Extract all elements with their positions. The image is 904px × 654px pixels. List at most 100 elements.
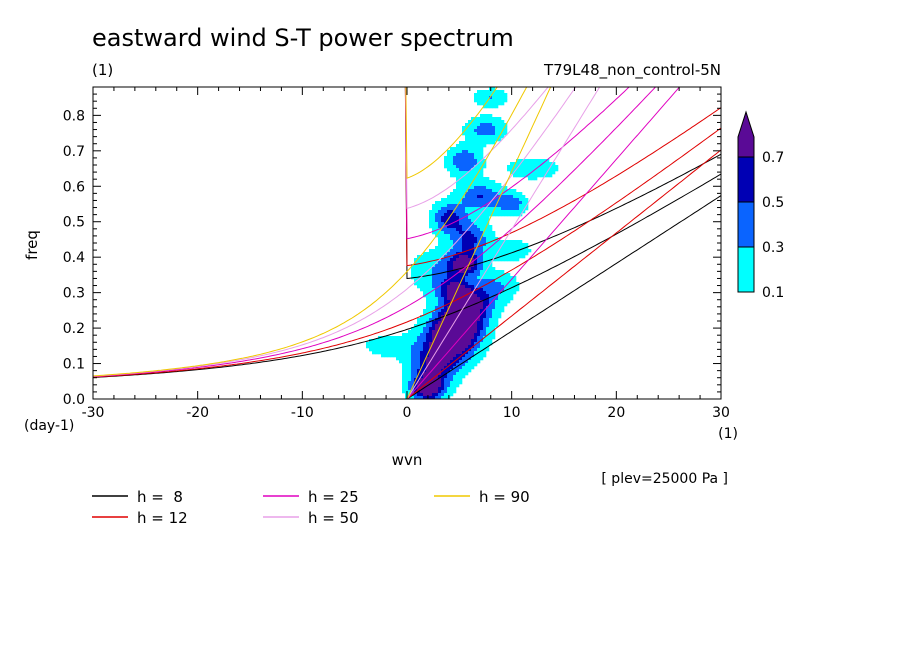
heat-cell [462,321,466,325]
heat-cell [468,177,472,181]
heat-cell [486,135,490,139]
heat-cell [441,237,445,241]
heat-cell [510,246,514,250]
heat-cell [510,243,514,247]
heat-cell [480,318,484,322]
heat-cell [456,198,460,202]
heat-cell [480,216,484,220]
heat-cell [486,123,490,127]
heat-cell [501,195,505,199]
heat-cell [480,90,484,94]
heat-cell [447,246,451,250]
heat-cell [426,276,430,280]
heat-cell [492,324,496,328]
heat-cell [483,261,487,265]
heat-cell [426,255,430,259]
heat-cell [429,339,433,343]
heat-cell [468,354,472,358]
heat-cell [453,363,457,367]
heat-cell [519,195,523,199]
heat-cell [450,357,454,361]
heat-cell [402,375,406,379]
heat-cell [447,285,451,289]
heat-cell [444,237,448,241]
heat-cell [462,150,466,154]
heat-cell [456,231,460,235]
heat-cell [471,168,475,172]
heat-cell [426,393,430,397]
heat-cell [483,210,487,214]
heat-cell [456,213,460,217]
heat-cell [486,339,490,343]
heat-cell [426,366,430,370]
heat-cell [507,273,511,277]
heat-cell [480,168,484,172]
heat-cell [459,243,463,247]
heat-cell [555,168,559,172]
heat-cell [483,312,487,316]
heat-cell [405,342,409,346]
heat-cell [486,246,490,250]
heat-cell [441,249,445,253]
heat-cell [444,207,448,211]
heat-cell [414,360,418,364]
heat-cell [504,126,508,130]
heat-cell [462,243,466,247]
heat-cell [468,303,472,307]
heat-cell [489,333,493,337]
heat-cell [411,366,415,370]
colorbar: 0.10.30.50.7 [737,110,784,301]
heat-cell [486,183,490,187]
heat-cell [498,129,502,133]
heat-cell [498,198,502,202]
heat-cell [474,198,478,202]
heat-cell [393,342,397,346]
heat-cell [471,276,475,280]
heat-cell [381,351,385,355]
heat-cell [525,168,529,172]
dispersion-curves [93,87,721,399]
heat-cell [432,378,436,382]
heat-cell [423,366,427,370]
heat-cell [435,201,439,205]
heat-cell [525,165,529,169]
heat-cell [504,96,508,100]
heat-cell [489,198,493,202]
heat-cell [423,270,427,274]
heat-cell [432,363,436,367]
heat-cell [468,333,472,337]
ig-n1-curve [404,87,721,280]
heat-cell [405,369,409,373]
heat-cell [384,354,388,358]
heat-cell [453,222,457,226]
heat-cell [378,342,382,346]
heat-cell [423,330,427,334]
heat-cell [492,234,496,238]
heat-cell [417,339,421,343]
heat-cell [420,375,424,379]
heat-cell [471,138,475,142]
heat-cell [513,201,517,205]
heat-cell [522,249,526,253]
heat-cell [396,345,400,349]
heat-cell [480,252,484,256]
heat-cell [480,279,484,283]
heat-cell [471,336,475,340]
heat-cell [402,351,406,355]
heat-cell [450,264,454,268]
heat-cell [447,150,451,154]
heat-cell [483,117,487,121]
heat-cell [495,138,499,142]
heat-cell [462,357,466,361]
heat-cell [474,243,478,247]
heat-cell [537,162,541,166]
heat-cell [420,354,424,358]
heat-cell [474,156,478,160]
heat-cell [450,384,454,388]
heat-cell [453,213,457,217]
heat-cell [420,264,424,268]
heat-cell [372,345,376,349]
heat-cell [456,285,460,289]
heat-cell [456,366,460,370]
